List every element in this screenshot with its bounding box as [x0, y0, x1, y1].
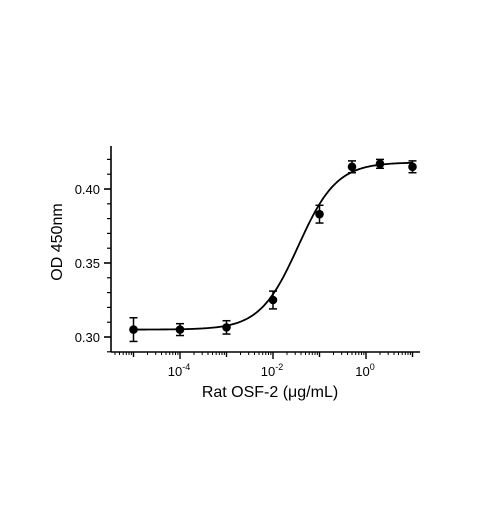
- point-marker: [347, 162, 357, 172]
- point-marker: [268, 295, 278, 305]
- y-tick-label: 0.40: [75, 182, 100, 197]
- y-tick-label: 0.30: [75, 330, 100, 345]
- y-tick-label: 0.35: [75, 256, 100, 271]
- x-axis-title: Rat OSF-2 (μg/mL): [202, 384, 338, 401]
- point-marker: [408, 162, 417, 172]
- data-point: [129, 317, 138, 343]
- point-marker: [375, 159, 385, 169]
- data-point: [408, 160, 417, 174]
- data-point: [375, 158, 385, 170]
- point-marker: [175, 325, 185, 334]
- axes: [110, 146, 420, 353]
- x-tick-label: 10-4: [168, 362, 190, 379]
- x-tick-label: 100: [355, 362, 374, 379]
- point-marker: [129, 325, 138, 334]
- point-marker: [222, 323, 231, 332]
- x-tick-label: 10-2: [261, 362, 283, 379]
- y-axis-title: OD 450nm: [49, 203, 66, 280]
- data-points-layer: [129, 158, 417, 343]
- data-point: [222, 319, 231, 335]
- data-point: [175, 322, 185, 337]
- point-marker: [315, 209, 324, 219]
- data-point: [268, 290, 278, 310]
- data-point: [347, 160, 357, 174]
- ticks: 0.30 0.35 0.40 10-4 10-2 100: [75, 158, 414, 379]
- data-point: [315, 204, 324, 224]
